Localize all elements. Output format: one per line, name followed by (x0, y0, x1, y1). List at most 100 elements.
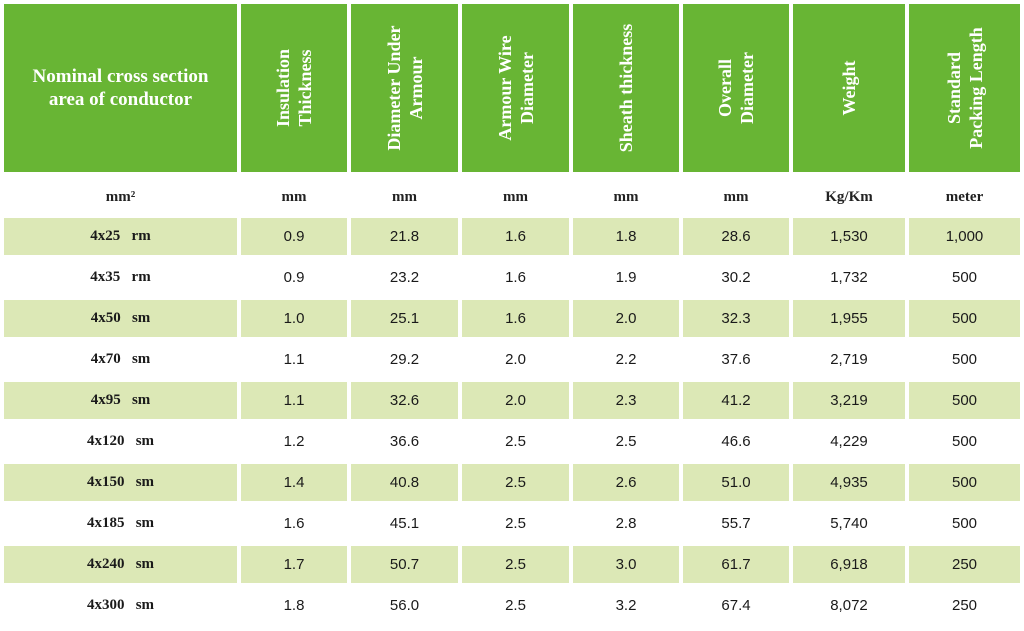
dia-under-armour-cell: 32.6 (351, 382, 458, 419)
insulation-cell: 1.1 (241, 382, 347, 419)
unit-cell: mm (613, 188, 639, 205)
insulation-cell: 1.7 (241, 546, 347, 583)
conductor-cell: 4x50 sm (4, 300, 237, 337)
overall-diameter-cell: 67.4 (721, 597, 751, 614)
packing-length-cell: 250 (951, 597, 978, 614)
header-insulation-thickness: Insulation Thickness (241, 4, 347, 172)
armour-wire-cell: 1.6 (462, 218, 569, 255)
packing-length-cell: 500 (909, 300, 1020, 337)
armour-wire-cell: 2.5 (505, 433, 526, 450)
insulation-cell: 1.2 (283, 433, 305, 450)
dia-under-armour-cell: 21.8 (351, 218, 458, 255)
armour-wire-cell: 2.0 (505, 351, 526, 368)
header-label: Insulation Thickness (273, 48, 315, 128)
conductor-cell: 4x120 sm (86, 433, 155, 449)
sheath-cell: 3.0 (573, 546, 679, 583)
insulation-cell: 0.9 (283, 269, 305, 286)
sheath-cell: 1.8 (573, 218, 679, 255)
weight-cell: 3,219 (793, 382, 905, 419)
header-sheath-thickness: Sheath thickness (573, 4, 679, 172)
weight-cell: 4,229 (830, 433, 868, 450)
unit-cell: mm (281, 188, 307, 205)
sheath-cell: 2.3 (573, 382, 679, 419)
insulation-cell: 1.4 (241, 464, 347, 501)
sheath-cell: 3.2 (615, 597, 637, 614)
header-label: Weight (839, 60, 859, 116)
overall-diameter-cell: 51.0 (683, 464, 789, 501)
overall-diameter-cell: 46.6 (721, 433, 751, 450)
table-body: 4x25 rm 0.9 21.8 1.6 1.8 28.6 1,530 1,00… (4, 218, 1020, 624)
unit-cell: mm² (105, 188, 136, 205)
header-armour-wire-diameter: Armour Wire Diameter (462, 4, 569, 172)
insulation-cell: 1.0 (241, 300, 347, 337)
sheath-cell: 2.0 (573, 300, 679, 337)
table-row: 4x185 sm 1.6 45.1 2.5 2.8 55.7 5,740 500 (4, 505, 1020, 542)
insulation-cell: 1.8 (283, 597, 305, 614)
header-diameter-under-armour: Diameter Under Armour (351, 4, 458, 172)
packing-length-cell: 250 (909, 546, 1020, 583)
dia-under-armour-cell: 36.6 (389, 433, 420, 450)
overall-diameter-cell: 61.7 (683, 546, 789, 583)
unit-cell: meter (945, 188, 984, 205)
conductor-cell: 4x150 sm (4, 464, 237, 501)
conductor-cell: 4x35 rm (90, 269, 151, 285)
unit-cell: mm (503, 188, 528, 205)
insulation-cell: 1.6 (283, 515, 305, 532)
packing-length-cell: 500 (951, 515, 978, 532)
sheath-cell: 2.2 (615, 351, 637, 368)
weight-cell: 2,719 (830, 351, 868, 368)
table-row: 4x150 sm 1.4 40.8 2.5 2.6 51.0 4,935 500 (4, 464, 1020, 501)
sheath-cell: 1.9 (615, 269, 637, 286)
header-label: Diameter Under Armour (383, 25, 426, 151)
overall-diameter-cell: 41.2 (683, 382, 789, 419)
armour-wire-cell: 2.5 (462, 546, 569, 583)
table-row: 4x120 sm 1.2 36.6 2.5 2.5 46.6 4,229 500 (4, 423, 1020, 460)
dia-under-armour-cell: 56.0 (389, 597, 420, 614)
header-label: Standard Packing Length (943, 27, 986, 149)
header-label: Sheath thickness (616, 23, 636, 153)
unit-cell: mm (392, 188, 417, 205)
header-label: Nominal cross section area of conductor (32, 66, 209, 110)
weight-cell: 1,530 (793, 218, 905, 255)
packing-length-cell: 500 (951, 351, 978, 368)
sheath-cell: 2.5 (615, 433, 637, 450)
weight-cell: 6,918 (793, 546, 905, 583)
packing-length-cell: 500 (909, 382, 1020, 419)
sheath-cell: 2.6 (573, 464, 679, 501)
dia-under-armour-cell: 45.1 (389, 515, 420, 532)
weight-cell: 8,072 (830, 597, 868, 614)
dia-under-armour-cell: 50.7 (351, 546, 458, 583)
overall-diameter-cell: 32.3 (683, 300, 789, 337)
header-standard-packing-length: Standard Packing Length (909, 4, 1020, 172)
table-row: 4x35 rm 0.9 23.2 1.6 1.9 30.2 1,732 500 (4, 259, 1020, 296)
conductor-cell: 4x70 sm (90, 351, 151, 367)
insulation-cell: 0.9 (241, 218, 347, 255)
weight-cell: 4,935 (793, 464, 905, 501)
dia-under-armour-cell: 29.2 (389, 351, 420, 368)
weight-cell: 1,955 (793, 300, 905, 337)
table-row: 4x95 sm 1.1 32.6 2.0 2.3 41.2 3,219 500 (4, 382, 1020, 419)
armour-wire-cell: 2.5 (462, 464, 569, 501)
dia-under-armour-cell: 25.1 (351, 300, 458, 337)
armour-wire-cell: 1.6 (462, 300, 569, 337)
armour-wire-cell: 2.0 (462, 382, 569, 419)
overall-diameter-cell: 30.2 (721, 269, 751, 286)
dia-under-armour-cell: 40.8 (351, 464, 458, 501)
armour-wire-cell: 2.5 (505, 597, 526, 614)
table-header-row: Nominal cross section area of conductor … (4, 4, 1020, 172)
packing-length-cell: 1,000 (909, 218, 1020, 255)
insulation-cell: 1.1 (283, 351, 305, 368)
cable-spec-table: Nominal cross section area of conductor … (4, 4, 1020, 628)
weight-cell: 5,740 (830, 515, 868, 532)
header-overall-diameter: Overall Diameter (683, 4, 789, 172)
sheath-cell: 2.8 (615, 515, 637, 532)
armour-wire-cell: 2.5 (505, 515, 526, 532)
table-row: 4x300 sm 1.8 56.0 2.5 3.2 67.4 8,072 250 (4, 587, 1020, 624)
header-label: Armour Wire Diameter (494, 35, 537, 141)
header-weight: Weight (793, 4, 905, 172)
conductor-cell: 4x25 rm (4, 218, 237, 255)
conductor-cell: 4x300 sm (86, 597, 155, 613)
overall-diameter-cell: 37.6 (721, 351, 751, 368)
conductor-cell: 4x185 sm (86, 515, 155, 531)
armour-wire-cell: 1.6 (505, 269, 526, 286)
